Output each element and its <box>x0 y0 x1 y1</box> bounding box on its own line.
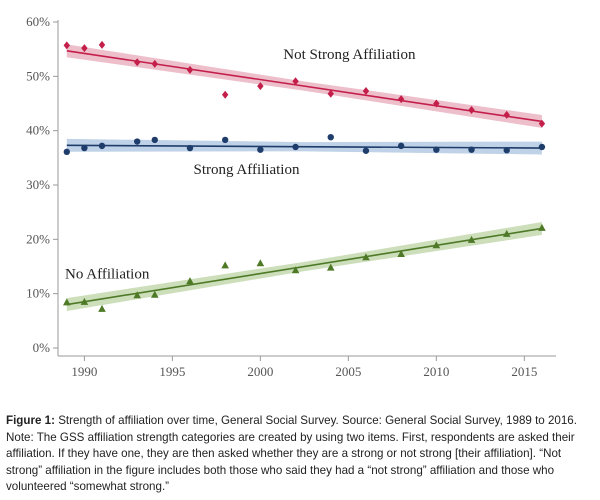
data-point <box>397 95 405 104</box>
data-point <box>327 89 334 98</box>
y-tick-label: 0% <box>33 340 51 355</box>
data-point <box>81 144 88 152</box>
data-point <box>502 229 511 237</box>
figure-caption: Figure 1: Strength of affiliation over t… <box>6 413 596 496</box>
x-tick-label: 1990 <box>71 364 97 379</box>
y-tick-label: 30% <box>26 177 50 192</box>
data-point <box>150 290 159 298</box>
data-point <box>538 143 546 151</box>
series-label: Strong Affiliation <box>193 162 299 178</box>
series-label: Not Strong Affiliation <box>283 47 416 63</box>
data-point <box>151 136 158 144</box>
data-point <box>186 65 194 74</box>
series-label: No Affiliation <box>65 266 150 282</box>
data-point <box>397 142 405 150</box>
data-point <box>292 143 299 151</box>
data-point <box>362 253 370 261</box>
data-point <box>468 146 475 153</box>
data-point <box>362 87 370 96</box>
trend-line <box>66 227 543 306</box>
data-point <box>257 82 264 91</box>
data-point <box>326 263 335 271</box>
data-point <box>538 119 546 128</box>
data-point <box>292 77 299 86</box>
chart: 0% 10% 20% 30% 40% 50% 60% 1990 1995 2000 2005 2010… <box>26 14 556 379</box>
data-point <box>397 250 405 258</box>
x-tick-label: 2000 <box>247 364 273 379</box>
data-point <box>468 106 475 115</box>
data-point <box>327 133 334 141</box>
data-point <box>362 147 370 154</box>
data-point <box>81 44 88 53</box>
data-point <box>151 59 158 68</box>
x-tick-label: 2005 <box>335 364 361 379</box>
data-point <box>257 146 264 153</box>
data-point <box>63 41 70 50</box>
data-point <box>503 110 510 119</box>
y-tick-label: 20% <box>26 231 50 246</box>
data-point <box>80 297 89 305</box>
data-point <box>63 148 70 156</box>
x-tick-label: 2015 <box>511 364 537 379</box>
data-point <box>133 58 141 67</box>
data-point <box>186 277 194 285</box>
x-tick-label: 1995 <box>159 364 185 379</box>
y-tick-label: 60% <box>26 14 50 29</box>
data-point <box>98 40 106 49</box>
y-tick-label: 50% <box>26 68 50 83</box>
y-tick-label: 10% <box>26 286 50 301</box>
trend-line <box>66 144 542 149</box>
data-point <box>433 146 440 153</box>
data-point <box>538 223 546 231</box>
trend-line <box>66 50 543 123</box>
data-point <box>503 147 510 154</box>
data-point <box>62 298 71 306</box>
data-point <box>221 136 229 144</box>
data-point <box>467 235 476 243</box>
caption-lead: Figure 1: <box>6 414 55 427</box>
data-point <box>256 259 265 267</box>
data-point <box>291 266 300 274</box>
data-point <box>433 99 440 108</box>
data-point <box>98 142 106 150</box>
data-point <box>221 261 229 269</box>
data-point <box>221 90 229 99</box>
data-point <box>432 241 441 249</box>
data-point <box>133 291 141 299</box>
x-tick-label: 2010 <box>423 364 449 379</box>
caption-text: Strength of affiliation over time, Gener… <box>6 414 577 493</box>
y-tick-label: 40% <box>26 123 50 138</box>
data-point <box>133 138 141 145</box>
data-point <box>186 144 194 152</box>
data-point <box>98 304 106 312</box>
